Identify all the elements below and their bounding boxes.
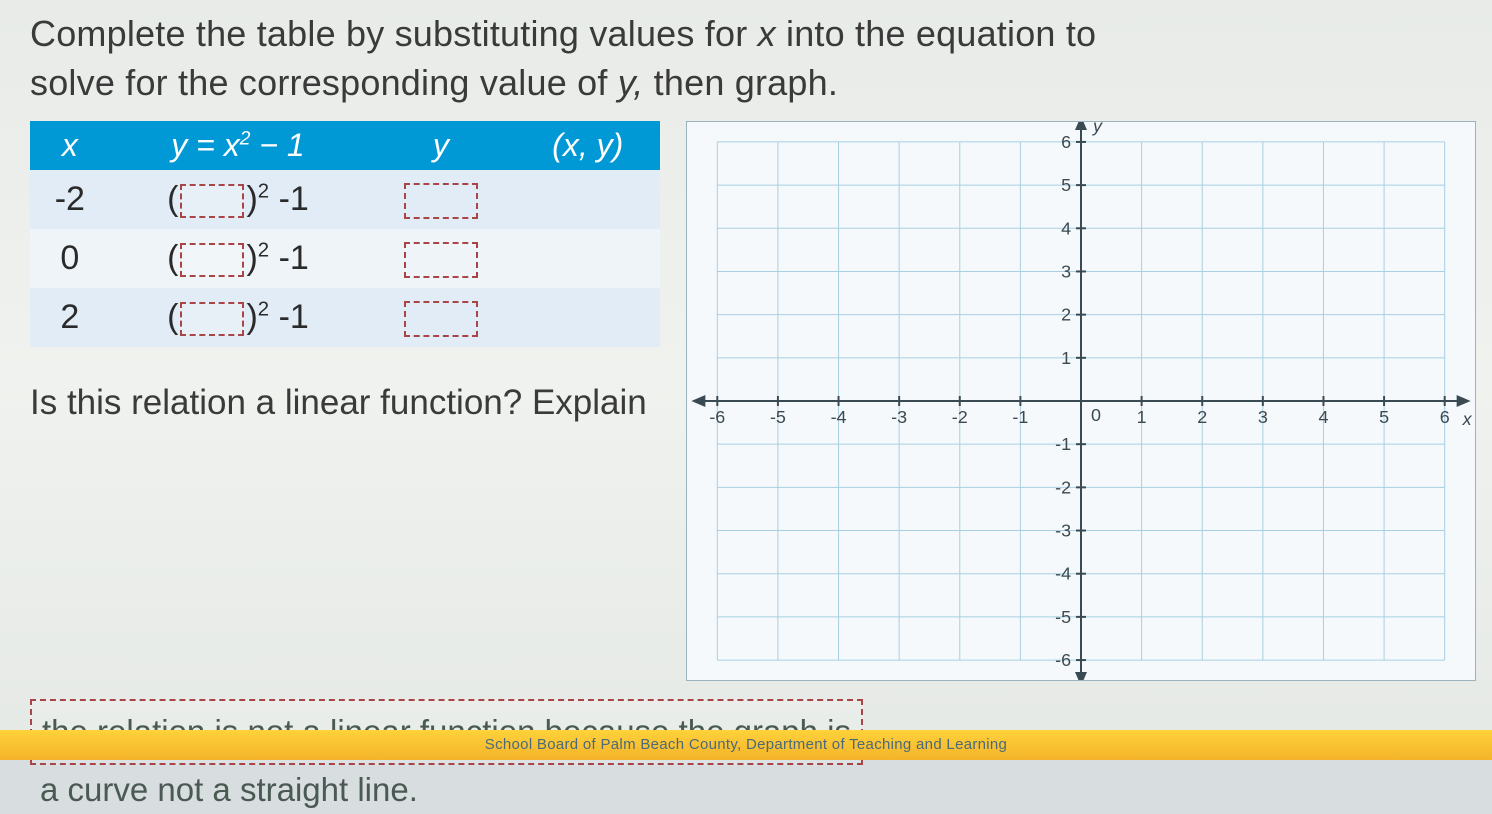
svg-text:y: y xyxy=(1091,122,1103,136)
cell-y-1 xyxy=(366,229,515,288)
svg-text:-1: -1 xyxy=(1012,407,1028,427)
svg-text:-6: -6 xyxy=(1055,650,1071,670)
svg-text:-5: -5 xyxy=(770,407,786,427)
svg-text:6: 6 xyxy=(1440,407,1450,427)
svg-text:3: 3 xyxy=(1061,262,1071,282)
svg-text:5: 5 xyxy=(1061,175,1071,195)
table-row: -2 ()2 -1 xyxy=(30,170,660,229)
instr-x-italic: x xyxy=(758,13,776,54)
th-y: y xyxy=(366,121,515,170)
cell-eq-0: ()2 -1 xyxy=(110,170,367,229)
svg-text:x: x xyxy=(1462,409,1473,429)
blank-input[interactable] xyxy=(404,242,478,278)
footer-bar: School Board of Palm Beach County, Depar… xyxy=(0,730,1492,760)
svg-text:1: 1 xyxy=(1137,407,1147,427)
table-header-row: x y = x2 − 1 y (x, y) xyxy=(30,121,660,170)
svg-text:1: 1 xyxy=(1061,348,1071,368)
svg-text:-4: -4 xyxy=(1055,564,1071,584)
svg-text:2: 2 xyxy=(1061,305,1071,325)
coordinate-graph: -6-5-4-3-2-10123456-6-5-4-3-2-1123456xy xyxy=(686,121,1476,681)
worksheet-page: Complete the table by substituting value… xyxy=(0,0,1492,760)
svg-text:-6: -6 xyxy=(709,407,725,427)
content-row: x y = x2 − 1 y (x, y) -2 ()2 -1 xyxy=(30,121,1462,681)
equation-table: x y = x2 − 1 y (x, y) -2 ()2 -1 xyxy=(30,121,660,347)
svg-text:-1: -1 xyxy=(1055,434,1071,454)
svg-text:4: 4 xyxy=(1318,407,1328,427)
blank-input[interactable] xyxy=(404,183,478,219)
cell-x-0: -2 xyxy=(30,170,110,229)
cell-xy-1 xyxy=(515,229,660,288)
instruction-text: Complete the table by substituting value… xyxy=(30,10,1462,107)
svg-text:3: 3 xyxy=(1258,407,1268,427)
cell-eq-1: ()2 -1 xyxy=(110,229,367,288)
cell-y-0 xyxy=(366,170,515,229)
svg-text:0: 0 xyxy=(1091,405,1101,425)
blank-input[interactable] xyxy=(180,184,244,218)
answer-line-2: a curve not a straight line. xyxy=(30,765,428,808)
cell-y-2 xyxy=(366,288,515,347)
instr-part2b: then graph. xyxy=(643,62,838,103)
th-xy: (x, y) xyxy=(515,121,660,170)
cell-eq-2: ()2 -1 xyxy=(110,288,367,347)
svg-text:5: 5 xyxy=(1379,407,1389,427)
table-row: 2 ()2 -1 xyxy=(30,288,660,347)
cell-xy-0 xyxy=(515,170,660,229)
graph-svg: -6-5-4-3-2-10123456-6-5-4-3-2-1123456xy xyxy=(687,122,1475,680)
right-column: -6-5-4-3-2-10123456-6-5-4-3-2-1123456xy xyxy=(686,121,1476,681)
svg-text:6: 6 xyxy=(1061,132,1071,152)
svg-text:-5: -5 xyxy=(1055,607,1071,627)
svg-text:-2: -2 xyxy=(952,407,968,427)
svg-text:-3: -3 xyxy=(891,407,907,427)
cell-x-2: 2 xyxy=(30,288,110,347)
left-column: x y = x2 − 1 y (x, y) -2 ()2 -1 xyxy=(30,121,660,423)
instr-mid: into the equation to xyxy=(776,13,1096,54)
blank-input[interactable] xyxy=(180,302,244,336)
table-row: 0 ()2 -1 xyxy=(30,229,660,288)
svg-text:-3: -3 xyxy=(1055,521,1071,541)
svg-text:-4: -4 xyxy=(831,407,847,427)
question-text: Is this relation a linear function? Expl… xyxy=(30,383,660,423)
svg-text:-2: -2 xyxy=(1055,478,1071,498)
instr-part1: Complete the table by substituting value… xyxy=(30,13,758,54)
cell-x-1: 0 xyxy=(30,229,110,288)
svg-text:2: 2 xyxy=(1197,407,1207,427)
cell-xy-2 xyxy=(515,288,660,347)
th-equation: y = x2 − 1 xyxy=(110,121,367,170)
blank-input[interactable] xyxy=(180,243,244,277)
blank-input[interactable] xyxy=(404,301,478,337)
instr-part2a: solve for the corresponding value of xyxy=(30,62,618,103)
th-x: x xyxy=(30,121,110,170)
svg-text:4: 4 xyxy=(1061,218,1071,238)
instr-y-italic: y, xyxy=(618,62,644,103)
